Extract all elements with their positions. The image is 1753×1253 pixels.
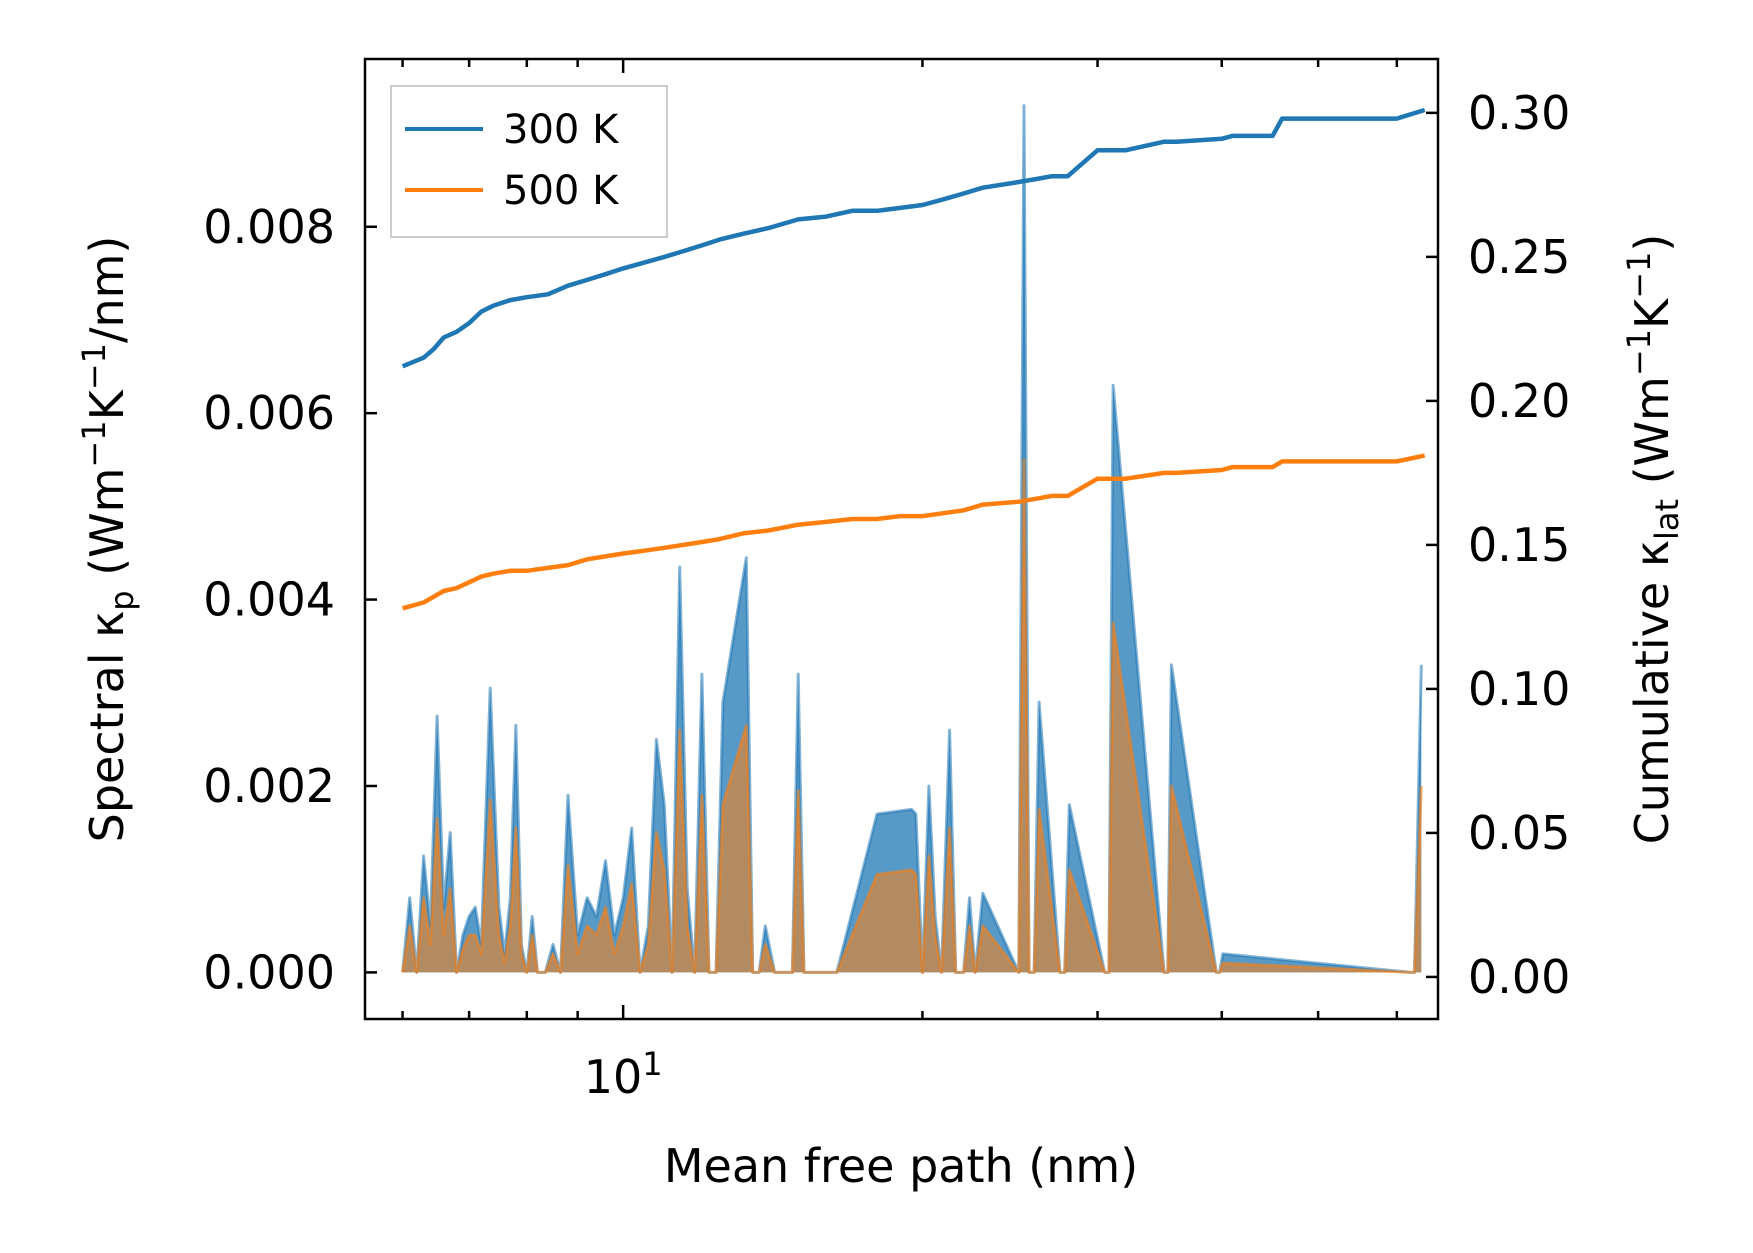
x-axis-label-group: 101 Mean free path (nm)	[584, 1045, 1138, 1193]
y-right-tick-label: 0.30	[1468, 86, 1570, 140]
y-left-tick-label: 0.008	[203, 200, 335, 254]
y-right-tick-label: 0.10	[1468, 662, 1570, 716]
spectral-area-500k	[402, 459, 1422, 973]
spectral-series-layer	[401, 104, 1423, 974]
y-axis-left-title: Spectral κp (Wm−1K−1/nm)	[75, 236, 141, 843]
y-axis-right-title: Cumulative κlat (Wm−1K−1)	[1620, 234, 1686, 845]
spectral-outline-500k	[401, 458, 1423, 974]
x-axis-title: Mean free path (nm)	[664, 1139, 1138, 1193]
y-left-tick-label: 0.006	[203, 386, 335, 440]
y-left-tick-label: 0.000	[203, 945, 335, 999]
legend-box	[390, 85, 668, 238]
x-tick-label-10: 101	[584, 1045, 663, 1104]
cumulative-line-300k	[401, 107, 1426, 369]
y-right-tick-label: 0.20	[1468, 374, 1570, 428]
y-right-tick-label: 0.05	[1468, 806, 1570, 860]
y-right-tick-label: 0.00	[1468, 950, 1570, 1004]
legend-label-300k: 300 K	[503, 107, 620, 153]
y-left-tick-label: 0.004	[203, 573, 335, 627]
ticks-layer: 0.000 0.002 0.004 0.006 0.008 0.00 0.05 0.10 0.1…	[203, 59, 1570, 1019]
y-right-tick-label: 0.15	[1468, 518, 1570, 572]
y-left-tick-label: 0.002	[203, 759, 335, 813]
y-right-tick-label: 0.25	[1468, 230, 1570, 284]
cumulative-line-500k	[402, 453, 1426, 611]
legend: 300 K 500 K	[390, 85, 668, 238]
plot-frame	[363, 57, 1440, 1021]
cumulative-series-layer	[401, 107, 1426, 611]
legend-label-500k: 500 K	[503, 168, 620, 214]
